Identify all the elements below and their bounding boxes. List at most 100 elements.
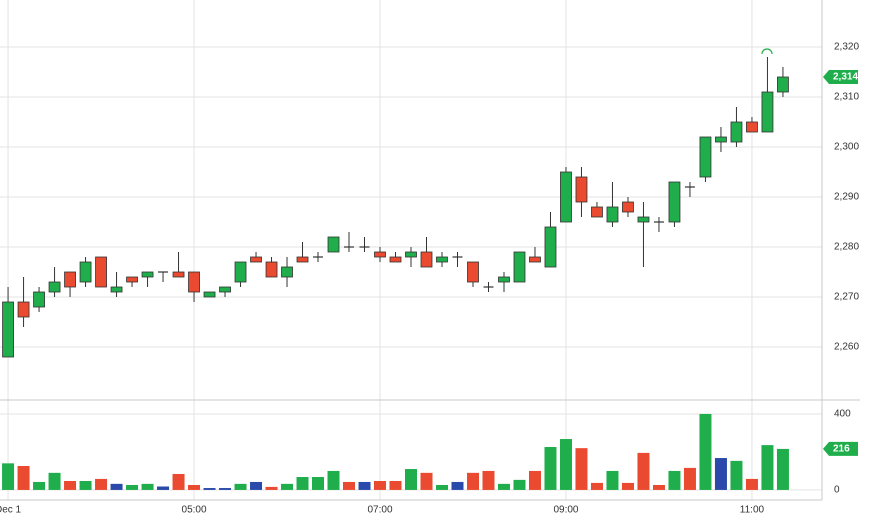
volume-bar xyxy=(281,483,294,490)
volume-bar xyxy=(683,467,696,490)
candle-body xyxy=(219,286,231,293)
volume-bar xyxy=(312,477,325,490)
candle-body xyxy=(281,266,293,278)
volume-bar xyxy=(451,481,464,490)
volume-bar xyxy=(761,445,774,490)
candle-body xyxy=(250,256,262,263)
candle-body xyxy=(95,256,107,288)
x-tick-label: 11:00 xyxy=(740,505,765,516)
volume-bar xyxy=(327,470,340,490)
candle-body xyxy=(234,261,247,283)
volume-bar xyxy=(250,481,263,490)
candle-body xyxy=(637,216,650,223)
volume-bar xyxy=(745,478,758,490)
candle-body xyxy=(2,301,14,358)
candle-body xyxy=(33,291,45,308)
candle-body xyxy=(79,261,92,283)
candle-body xyxy=(591,206,603,218)
volume-bar xyxy=(2,463,15,490)
x-tick-label: 07:00 xyxy=(367,505,392,516)
candle-body xyxy=(48,281,61,293)
candle-body xyxy=(529,256,541,263)
volume-tick-label: 0 xyxy=(834,485,840,496)
candle-body xyxy=(622,201,634,213)
candle-body xyxy=(746,121,758,133)
volume-bar xyxy=(621,482,634,490)
candle-body xyxy=(498,276,510,283)
candle-body xyxy=(761,91,774,133)
x-tick-label: Dec 1 xyxy=(0,505,22,516)
y-tick-label: 2,260 xyxy=(834,342,859,353)
candle-body xyxy=(296,256,309,263)
y-tick-label: 2,270 xyxy=(834,292,859,303)
volume-bar xyxy=(606,470,619,490)
volume-bar xyxy=(374,481,387,490)
volume-bar xyxy=(110,483,123,490)
y-tick-label: 2,320 xyxy=(834,42,859,53)
volume-bar xyxy=(389,481,402,490)
candle-body xyxy=(575,176,588,203)
candle-body xyxy=(668,181,681,223)
volume-bar xyxy=(559,439,572,490)
candle-body xyxy=(405,251,417,258)
candle-body xyxy=(110,286,123,293)
volume-bar xyxy=(358,481,371,490)
candle-body xyxy=(606,206,619,223)
last-price-label: 2,314 xyxy=(833,72,858,83)
volume-bar xyxy=(513,479,526,490)
volume-bar xyxy=(64,481,77,490)
candle-body xyxy=(420,251,433,268)
volume-bar xyxy=(234,483,247,490)
volume-bar xyxy=(95,478,108,490)
candle-body xyxy=(188,271,200,293)
candle-body xyxy=(141,271,154,278)
volume-bar xyxy=(730,460,743,490)
volume-bar xyxy=(343,481,356,490)
candle-body xyxy=(64,271,76,288)
candle-body xyxy=(327,236,340,253)
volume-bar xyxy=(141,483,154,490)
volume-bar xyxy=(637,452,650,490)
volume-bar xyxy=(668,470,681,490)
last-price-label-bg xyxy=(823,70,858,84)
candle-body xyxy=(715,136,727,143)
x-tick-label: 09:00 xyxy=(553,505,578,516)
volume-bar xyxy=(219,488,232,490)
candle-body xyxy=(203,291,216,298)
volume-bar xyxy=(776,448,789,490)
candle-body xyxy=(699,136,712,178)
volume-bar xyxy=(466,472,479,490)
candle-body xyxy=(777,76,789,93)
volume-bar xyxy=(420,472,433,490)
volume-bar xyxy=(528,470,541,490)
y-tick-label: 2,280 xyxy=(834,242,859,253)
volume-bar xyxy=(17,466,30,490)
volume-bar xyxy=(265,486,278,490)
candle-body xyxy=(389,256,402,263)
x-tick-label: 05:00 xyxy=(182,505,207,516)
candle-body xyxy=(436,256,448,263)
volume-bar xyxy=(482,470,495,490)
y-tick-label: 2,310 xyxy=(834,92,859,103)
last-volume-label: 216 xyxy=(833,444,850,455)
volume-bar xyxy=(544,447,557,490)
candle-body xyxy=(126,276,138,283)
volume-bar xyxy=(590,482,603,490)
candle-body xyxy=(172,271,185,278)
volume-bar xyxy=(405,469,417,490)
high-marker xyxy=(761,48,773,55)
candle-body xyxy=(513,251,526,283)
candle-body xyxy=(560,171,572,223)
volume-bar xyxy=(714,458,727,490)
volume-bar xyxy=(172,473,185,490)
volume-bar xyxy=(497,483,510,490)
candle-body xyxy=(374,251,386,258)
last-volume-label-bg xyxy=(823,441,858,456)
volume-bar xyxy=(126,484,139,490)
volume-bar xyxy=(33,481,46,490)
volume-bar xyxy=(203,488,216,490)
volume-bar xyxy=(79,481,92,490)
volume-bar xyxy=(699,413,712,490)
candle-body xyxy=(544,226,557,268)
